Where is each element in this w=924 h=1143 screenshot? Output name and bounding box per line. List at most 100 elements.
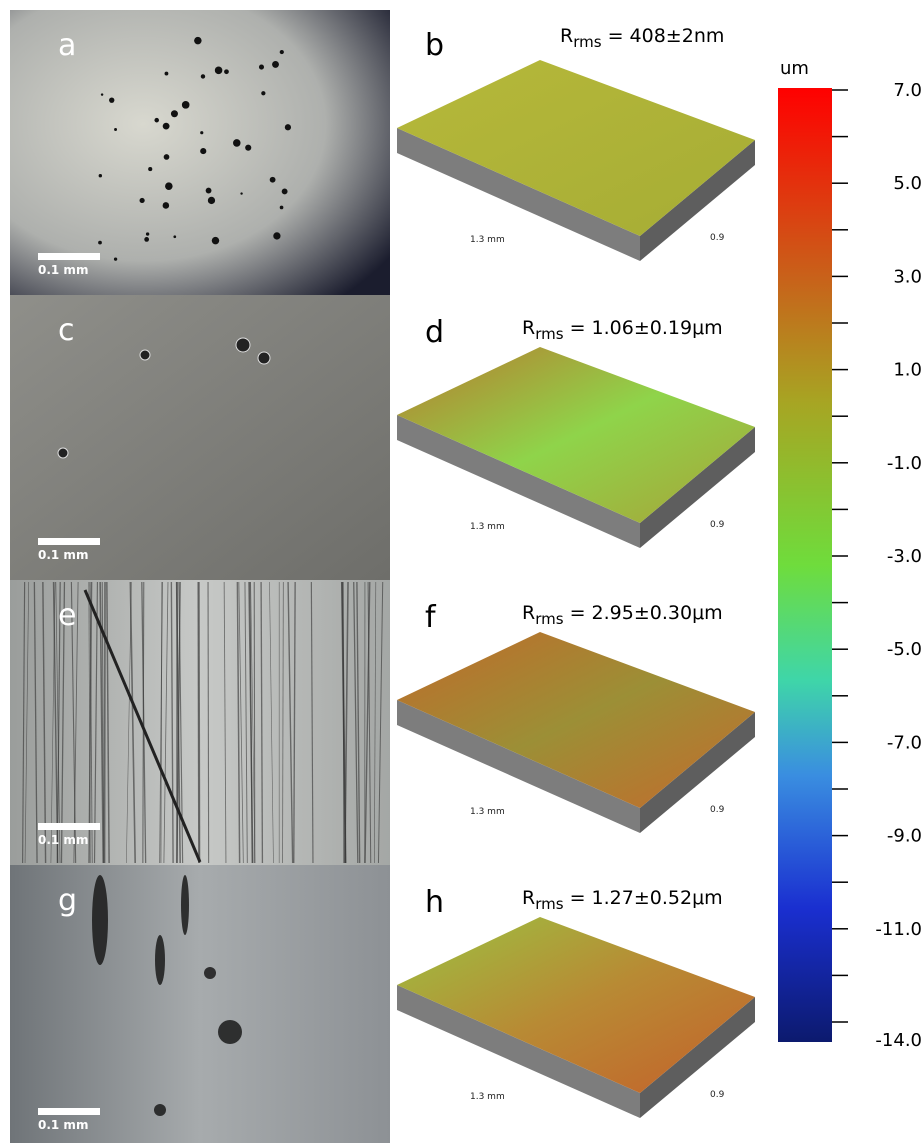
colorbar-label: -11.0 [875, 919, 922, 940]
axis-label: 1.3 mm [470, 807, 505, 817]
scale-bar [38, 823, 100, 830]
colorbar-label: 7.0 [893, 80, 922, 101]
colorbar-unit: um [780, 58, 809, 79]
panel-letter: a [58, 28, 76, 63]
roughness-value: = 2.95±0.30μm [564, 602, 723, 624]
colorbar-label: -9.0 [887, 826, 922, 847]
roughness-value: = 408±2nm [602, 25, 725, 47]
panel-letter: g [58, 883, 77, 918]
defect [101, 93, 103, 95]
defect [261, 91, 265, 95]
roughness: Rrms = 408±2nm [560, 25, 724, 51]
figure: um a 0.1 mm b Rrms = 408±2nm 1.3 mm 0.9 c 0.1 m… [0, 0, 924, 1143]
streak [181, 875, 189, 935]
defect [206, 188, 212, 194]
axis-label: 1.3 mm [470, 235, 505, 245]
axis-label: 1.3 mm [470, 1092, 505, 1102]
panel-letter: d [425, 315, 444, 350]
scratch [208, 582, 209, 863]
defect [182, 101, 190, 109]
pit [258, 352, 270, 364]
roughness-symbol: R [522, 317, 535, 339]
pit [236, 338, 250, 352]
roughness-symbol: R [522, 602, 535, 624]
defect [99, 174, 102, 177]
defect [282, 189, 288, 195]
axis-label: 0.9 [710, 805, 725, 815]
defect [163, 123, 170, 130]
streak [155, 935, 165, 985]
defect [272, 61, 279, 68]
defect [194, 37, 201, 44]
panel-letter: b [425, 28, 444, 63]
scale-bar [38, 253, 100, 260]
roughness-symbol: R [560, 25, 573, 47]
panel-letter: c [58, 313, 75, 348]
axis-label: 1.3 mm [470, 522, 505, 532]
defect [165, 72, 169, 76]
defect [173, 235, 176, 238]
colorbar-label: -3.0 [887, 546, 922, 567]
defect [144, 237, 149, 242]
colorbar [778, 88, 832, 1042]
defect [208, 197, 215, 204]
colorbar-label: -1.0 [887, 453, 922, 474]
defect [245, 145, 251, 151]
scale-bar-label: 0.1 mm [38, 263, 88, 277]
defect [280, 50, 284, 54]
colorbar-label: -14.0 [875, 1030, 922, 1051]
panel-letter: h [425, 885, 444, 920]
scale-bar-label: 0.1 mm [38, 833, 88, 847]
streak [154, 1104, 166, 1116]
scratch [254, 582, 255, 863]
defect [148, 167, 152, 171]
defect [240, 192, 242, 194]
defect [259, 64, 264, 69]
roughness-value: = 1.06±0.19μm [564, 317, 723, 339]
defect [215, 67, 223, 75]
roughness-value: = 1.27±0.52μm [564, 887, 723, 909]
defect [163, 202, 170, 209]
panel-letter: f [425, 600, 437, 635]
defect [114, 258, 117, 261]
axis-label: 0.9 [710, 1090, 725, 1100]
pit [140, 350, 150, 360]
colorbar-label: 3.0 [893, 266, 922, 287]
roughness: Rrms = 2.95±0.30μm [522, 602, 723, 628]
streak [218, 1020, 242, 1044]
axis-label: 0.9 [710, 520, 725, 530]
roughness: Rrms = 1.06±0.19μm [522, 317, 723, 343]
defect [233, 139, 241, 147]
roughness-subscript: rms [573, 33, 602, 51]
roughness-subscript: rms [535, 325, 564, 343]
roughness: Rrms = 1.27±0.52μm [522, 887, 723, 913]
pit [58, 448, 68, 458]
streak [204, 967, 216, 979]
scale-bar [38, 538, 100, 545]
defect [200, 131, 203, 134]
axis-label: 0.9 [710, 233, 725, 243]
defect [212, 237, 219, 244]
roughness-symbol: R [522, 887, 535, 909]
defect [114, 128, 117, 131]
defect [109, 97, 114, 102]
defect [273, 232, 280, 239]
scratch [198, 582, 199, 863]
scale-bar [38, 1108, 100, 1115]
defect [201, 74, 205, 78]
defect [140, 198, 145, 203]
defect [164, 154, 170, 160]
roughness-subscript: rms [535, 610, 564, 628]
defect [154, 118, 159, 123]
defect [98, 241, 102, 245]
defect [270, 177, 276, 183]
scale-bar-label: 0.1 mm [38, 1118, 88, 1132]
defect [146, 232, 149, 235]
defect [171, 110, 178, 117]
roughness-subscript: rms [535, 895, 564, 913]
streak [92, 875, 108, 965]
defect [285, 124, 291, 130]
colorbar-label: -5.0 [887, 639, 922, 660]
panel-letter: e [58, 598, 76, 633]
colorbar-label: 5.0 [893, 173, 922, 194]
